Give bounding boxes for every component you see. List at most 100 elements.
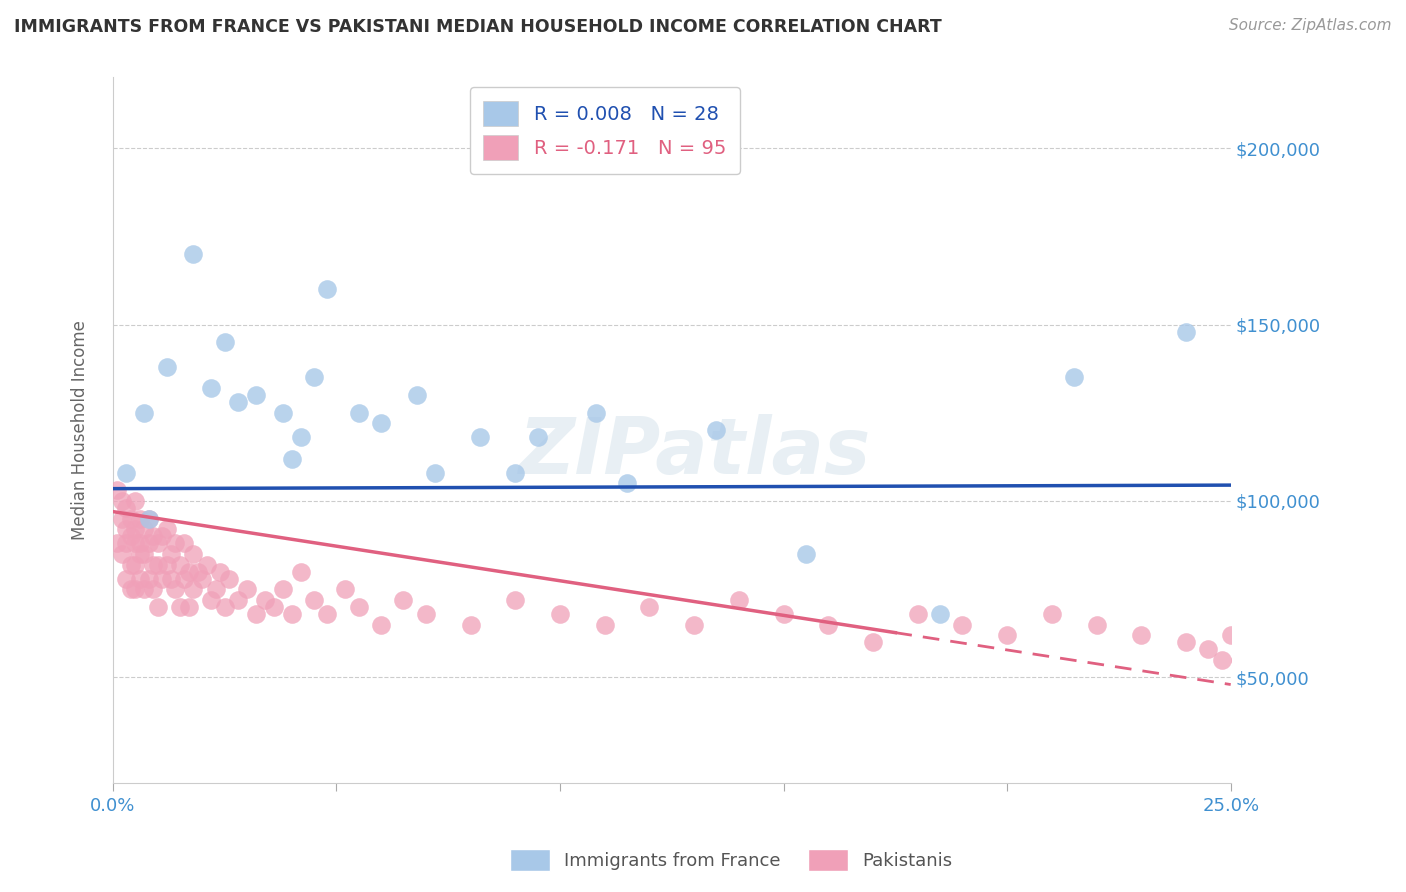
Point <box>111 511 134 525</box>
Point <box>191 572 214 586</box>
Point <box>503 466 526 480</box>
Point <box>128 572 150 586</box>
Point <box>1229 653 1251 667</box>
Point <box>280 607 302 621</box>
Point <box>155 359 177 374</box>
Point <box>138 536 160 550</box>
Point <box>226 592 249 607</box>
Point <box>128 536 150 550</box>
Point <box>120 511 142 525</box>
Point <box>134 547 156 561</box>
Point <box>183 247 205 261</box>
Point <box>177 599 200 614</box>
Point <box>1063 370 1085 384</box>
Point <box>302 592 325 607</box>
Point <box>146 558 169 572</box>
Point <box>468 430 491 444</box>
Point <box>423 466 446 480</box>
Point <box>150 529 173 543</box>
Point <box>124 582 146 597</box>
Point <box>209 565 232 579</box>
Point <box>183 582 205 597</box>
Point <box>548 607 571 621</box>
Point <box>115 501 138 516</box>
Point <box>111 547 134 561</box>
Point <box>226 395 249 409</box>
Point <box>173 536 195 550</box>
Point <box>155 558 177 572</box>
Point <box>115 572 138 586</box>
Point <box>204 582 226 597</box>
Point <box>160 547 183 561</box>
Point <box>392 592 415 607</box>
Point <box>995 628 1018 642</box>
Point <box>406 388 429 402</box>
Point <box>862 635 884 649</box>
Point <box>124 558 146 572</box>
Point <box>370 617 392 632</box>
Point <box>1241 642 1264 657</box>
Point <box>271 582 294 597</box>
Point <box>1040 607 1063 621</box>
Point <box>526 430 548 444</box>
Point <box>142 529 165 543</box>
Point <box>302 370 325 384</box>
Point <box>115 522 138 536</box>
Point <box>1130 628 1153 642</box>
Point <box>263 599 285 614</box>
Point <box>169 558 191 572</box>
Point <box>460 617 482 632</box>
Point <box>706 424 728 438</box>
Point <box>616 476 638 491</box>
Point <box>638 599 661 614</box>
Point <box>165 582 187 597</box>
Point <box>124 522 146 536</box>
Point <box>160 572 183 586</box>
Point <box>120 558 142 572</box>
Point <box>214 335 236 350</box>
Point <box>370 417 392 431</box>
Point <box>128 547 150 561</box>
Point <box>169 599 191 614</box>
Point <box>155 522 177 536</box>
Point <box>165 536 187 550</box>
Point <box>115 536 138 550</box>
Point <box>1219 628 1241 642</box>
Point <box>503 592 526 607</box>
Point <box>134 582 156 597</box>
Point <box>214 599 236 614</box>
Point <box>290 565 312 579</box>
Point <box>245 388 267 402</box>
Point <box>146 536 169 550</box>
Y-axis label: Median Household Income: Median Household Income <box>72 320 89 541</box>
Point <box>195 558 218 572</box>
Point <box>316 607 339 621</box>
Point <box>120 529 142 543</box>
Point <box>218 572 240 586</box>
Point <box>150 572 173 586</box>
Point <box>271 406 294 420</box>
Point <box>138 572 160 586</box>
Point <box>794 547 817 561</box>
Point <box>115 466 138 480</box>
Text: Source: ZipAtlas.com: Source: ZipAtlas.com <box>1229 18 1392 33</box>
Point <box>138 511 160 525</box>
Point <box>128 511 150 525</box>
Point <box>347 599 370 614</box>
Point <box>105 536 128 550</box>
Point <box>290 430 312 444</box>
Text: ZIPatlas: ZIPatlas <box>517 414 870 490</box>
Point <box>1175 325 1198 339</box>
Legend: R = 0.008   N = 28, R = -0.171   N = 95: R = 0.008 N = 28, R = -0.171 N = 95 <box>470 87 740 174</box>
Point <box>335 582 357 597</box>
Point <box>817 617 839 632</box>
Point <box>929 607 952 621</box>
Point <box>280 451 302 466</box>
Point <box>173 572 195 586</box>
Point <box>183 547 205 561</box>
Point <box>683 617 706 632</box>
Point <box>728 592 751 607</box>
Point <box>585 406 607 420</box>
Point <box>236 582 259 597</box>
Point <box>200 381 222 395</box>
